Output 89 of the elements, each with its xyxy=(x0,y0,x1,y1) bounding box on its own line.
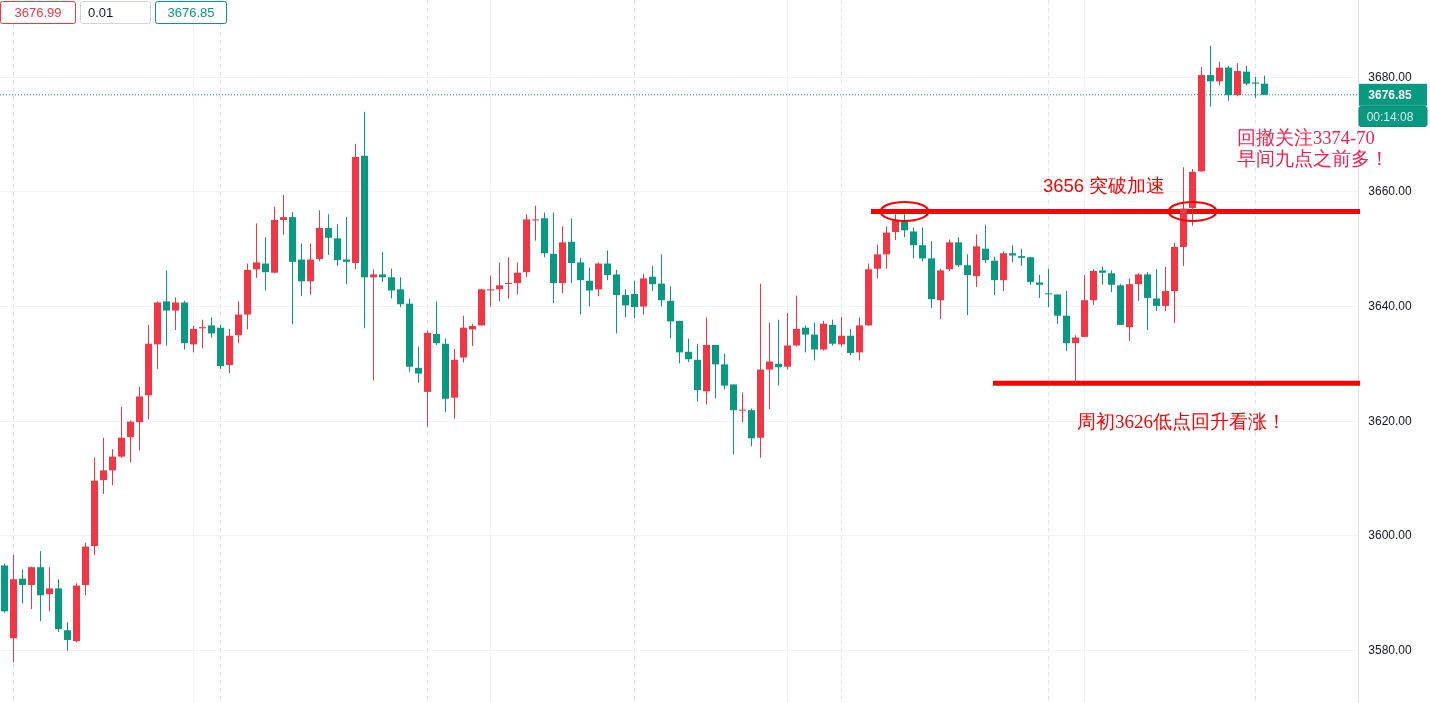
candlestick xyxy=(1144,271,1151,331)
y-tick-label: 3600.00 xyxy=(1368,528,1412,543)
candlestick xyxy=(721,353,728,391)
candlestick xyxy=(712,344,719,399)
ref-line-label: 周初3626低点回升看涨！ xyxy=(1077,410,1286,432)
candlestick xyxy=(64,621,71,652)
candlestick xyxy=(307,243,314,295)
annotation: 00:14:08 xyxy=(1366,110,1414,124)
candlestick xyxy=(964,253,971,316)
candlestick xyxy=(172,296,179,331)
candlestick xyxy=(46,566,53,612)
ref-line-label: 3656 突破加速 xyxy=(1043,174,1166,196)
candlestick xyxy=(325,213,332,256)
y-tick-label: 3640.00 xyxy=(1368,298,1412,313)
candlestick xyxy=(379,251,386,283)
candlestick xyxy=(667,285,674,339)
candlestick xyxy=(577,257,584,316)
candlestick xyxy=(622,288,629,318)
candlestick xyxy=(568,217,575,284)
candlestick xyxy=(1045,268,1052,308)
candlestick xyxy=(955,236,962,268)
candlestick xyxy=(334,223,341,267)
candlestick xyxy=(280,194,287,236)
candlestick xyxy=(532,205,539,242)
candlestick xyxy=(1135,272,1142,302)
y-tick-label: 3680.00 xyxy=(1368,69,1412,84)
candlestick xyxy=(838,316,845,348)
candlestick xyxy=(415,346,422,384)
candlestick xyxy=(262,236,269,291)
candlestick xyxy=(253,222,260,279)
candlestick xyxy=(784,312,791,371)
candlestick xyxy=(1162,266,1169,312)
candlestick xyxy=(19,569,26,604)
candlestick xyxy=(982,224,989,264)
candlestick xyxy=(433,300,440,346)
candlestick xyxy=(847,328,854,356)
candlestick xyxy=(649,265,656,292)
candlestick xyxy=(1216,61,1223,86)
candlestick xyxy=(208,316,215,338)
candlestick xyxy=(766,322,773,410)
candlestick xyxy=(793,295,800,348)
annotation: 0.01 xyxy=(88,5,114,20)
candlestick xyxy=(505,256,512,299)
candlestick xyxy=(514,261,521,295)
candlestick xyxy=(397,276,404,308)
price-label: 3676.85 xyxy=(1368,87,1412,102)
candlestick xyxy=(1099,265,1106,286)
candlestick xyxy=(739,391,746,423)
y-tick-label: 3580.00 xyxy=(1368,642,1412,657)
y-tick-label: 3660.00 xyxy=(1368,184,1412,199)
candlestick xyxy=(190,325,197,353)
candlestick xyxy=(586,267,593,308)
candlestick xyxy=(1153,268,1160,312)
candlestick xyxy=(1207,45,1214,108)
annotation: 早间九点之前多！ xyxy=(1237,149,1389,169)
candlestick xyxy=(109,448,116,486)
candlestick xyxy=(496,261,503,302)
candlestick xyxy=(613,269,620,334)
candlestick xyxy=(1243,65,1250,86)
candlestick xyxy=(1108,269,1115,293)
candlestick xyxy=(127,420,134,463)
candlestick xyxy=(163,269,170,346)
candlestick xyxy=(235,300,242,344)
candlestick xyxy=(298,243,305,297)
candlestick xyxy=(1054,293,1061,325)
candlestick xyxy=(874,244,881,279)
candlestick xyxy=(1036,274,1043,299)
candlestick xyxy=(829,319,836,346)
candlestick xyxy=(370,268,377,381)
annotation: 3676.85 xyxy=(167,5,215,20)
candlestick xyxy=(28,566,35,610)
candlestick xyxy=(883,225,890,270)
candlestick xyxy=(892,213,899,241)
candlestick xyxy=(118,406,125,459)
candlestick xyxy=(910,226,917,259)
candlestick xyxy=(802,324,809,353)
candlestick xyxy=(685,338,692,363)
candlestick xyxy=(919,226,926,262)
candlestick xyxy=(658,253,665,308)
candlestick xyxy=(811,322,818,361)
annotation: 回撤关注3374-70 xyxy=(1237,128,1375,148)
y-tick-label: 3620.00 xyxy=(1368,413,1412,428)
candlestick xyxy=(991,256,998,296)
candlestick xyxy=(604,249,611,281)
candlestick xyxy=(1072,334,1079,384)
candlestick xyxy=(100,437,107,495)
candlestick xyxy=(631,280,638,320)
annotation: 3676.99 xyxy=(14,5,62,20)
candlestick xyxy=(388,268,395,299)
